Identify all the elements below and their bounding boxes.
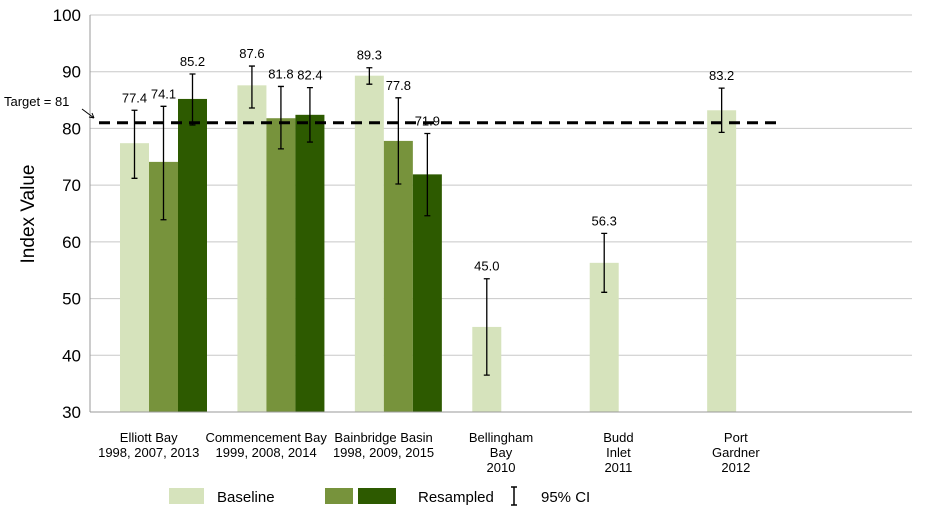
- error-bar: [424, 132, 431, 217]
- legend-label-ci: 95% CI: [541, 489, 590, 506]
- data-label: 82.4: [297, 68, 322, 83]
- bar: [383, 140, 413, 413]
- error-bar: [483, 278, 490, 376]
- gridlines: [90, 14, 912, 413]
- bar: [354, 75, 384, 412]
- bar: [178, 98, 207, 413]
- y-tick-label: 60: [62, 233, 81, 252]
- error-bar: [160, 105, 167, 221]
- x-category-label: Commencement Bay 1999, 2008, 2014: [205, 430, 327, 460]
- data-label: 71.9: [415, 114, 440, 129]
- data-label: 56.3: [592, 213, 617, 228]
- bar: [266, 118, 296, 412]
- bar: [120, 143, 149, 412]
- data-label: 85.2: [180, 54, 205, 69]
- legend-swatch-resampled-1: [325, 488, 353, 504]
- error-bar: [189, 73, 196, 126]
- bar: [237, 85, 267, 412]
- y-axis-label: Index Value: [18, 165, 39, 264]
- y-axis: 30 40 50 60 70 80 90 100: [53, 6, 91, 422]
- legend-ci-icon: [511, 486, 517, 506]
- error-bar: [395, 97, 402, 185]
- x-axis: Elliott Bay 1998, 2007, 2013Commencement …: [90, 411, 912, 475]
- y-tick-label: 90: [62, 63, 81, 82]
- x-category-label: Budd Inlet 2011: [603, 430, 633, 475]
- bar: [707, 110, 737, 412]
- y-tick-label: 100: [53, 6, 81, 25]
- error-bar: [601, 232, 608, 293]
- data-label: 81.8: [268, 66, 293, 81]
- data-label: 77.8: [386, 78, 411, 93]
- error-bars: [131, 65, 725, 376]
- x-category-label: Port Gardner 2012: [712, 430, 760, 475]
- y-tick-label: 50: [62, 290, 81, 309]
- data-label: 89.3: [357, 48, 382, 63]
- data-label: 77.4: [122, 90, 147, 105]
- data-label: 45.0: [474, 259, 499, 274]
- legend-swatch-baseline: [169, 488, 204, 504]
- error-bar: [306, 86, 313, 143]
- y-tick-label: 40: [62, 346, 81, 365]
- error-bar: [131, 109, 138, 179]
- data-label: 87.6: [239, 46, 264, 61]
- y-tick-label: 30: [62, 403, 81, 422]
- legend: Baseline Resampled 95% CI: [169, 486, 590, 506]
- data-labels: 77.4 74.1 85.2 87.6 81.8 82.4 89.3 77.8 71.9 45.0…: [122, 46, 734, 274]
- error-bar: [366, 67, 373, 85]
- bars: [120, 75, 737, 413]
- x-category-label: Bellingham Bay 2010: [469, 430, 533, 475]
- target-label: Target = 81: [4, 94, 69, 109]
- target-arrow-icon: [81, 108, 95, 119]
- x-category-label: Bainbridge Basin 1998, 2009, 2015: [333, 430, 434, 460]
- y-tick-label: 70: [62, 176, 81, 195]
- legend-label-baseline: Baseline: [217, 489, 275, 506]
- legend-swatch-resampled-2: [358, 488, 396, 504]
- legend-label-resampled: Resampled: [418, 489, 494, 506]
- data-label: 74.1: [151, 86, 176, 101]
- data-label: 83.2: [709, 68, 734, 83]
- y-tick-label: 80: [62, 119, 81, 138]
- bar: [295, 114, 325, 413]
- error-bar: [277, 85, 284, 150]
- x-category-label: Elliott Bay 1998, 2007, 2013: [98, 430, 199, 460]
- error-bar: [718, 87, 725, 134]
- error-bar: [248, 65, 255, 109]
